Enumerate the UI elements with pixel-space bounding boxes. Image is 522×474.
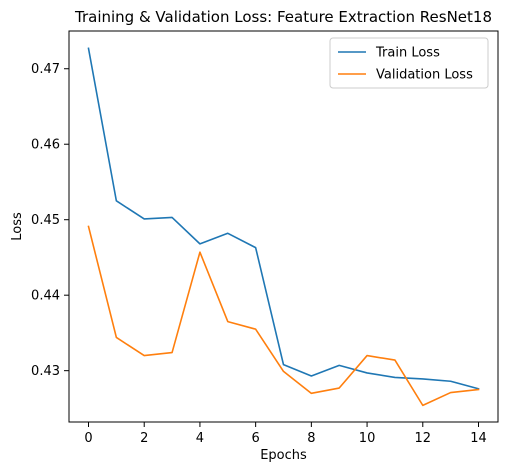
- x-axis-ticks: 0 2 4 6 8 10 12 14: [84, 422, 487, 446]
- x-tick-label: 14: [470, 431, 487, 446]
- x-tick-label: 8: [307, 431, 315, 446]
- y-tick-label: 0.45: [31, 213, 60, 228]
- plot-frame: [68, 30, 499, 423]
- y-axis-ticks: 0.43 0.44 0.45 0.46 0.47: [31, 62, 69, 379]
- legend-box: [329, 37, 489, 89]
- y-tick-label: 0.46: [31, 138, 60, 153]
- legend-label-validation-loss: Validation Loss: [376, 68, 473, 83]
- y-tick-label: 0.47: [31, 62, 60, 77]
- x-tick-label: 0: [84, 431, 92, 446]
- x-tick-label: 12: [415, 431, 432, 446]
- legend-label-train-loss: Train Loss: [375, 46, 440, 61]
- x-tick-label: 6: [252, 431, 260, 446]
- x-tick-label: 2: [140, 431, 148, 446]
- series-line-validation-loss: [87, 225, 480, 407]
- chart-title: Training & Validation Loss: Feature Extr…: [74, 8, 492, 26]
- series-layer: [87, 47, 480, 407]
- y-tick-label: 0.43: [31, 364, 60, 379]
- x-tick-label: 10: [359, 431, 376, 446]
- series-line-train-loss: [87, 47, 480, 390]
- legend: Train Loss Validation Loss: [329, 37, 489, 89]
- x-tick-label: 4: [196, 431, 204, 446]
- x-axis-label: Epochs: [260, 448, 307, 463]
- y-axis-label: Loss: [10, 212, 25, 241]
- y-tick-label: 0.44: [31, 289, 60, 304]
